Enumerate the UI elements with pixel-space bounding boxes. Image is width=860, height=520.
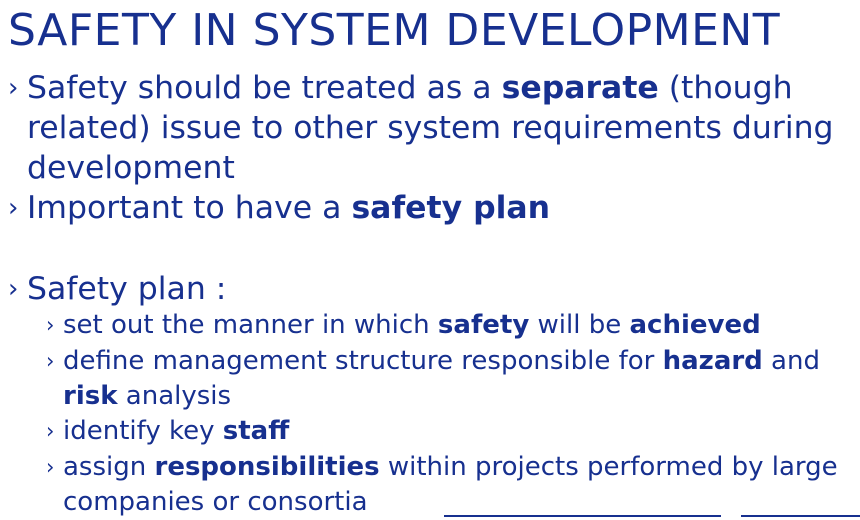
bold-run: safety <box>437 310 530 340</box>
slide-title: SAFETY IN SYSTEM DEVELOPMENT <box>8 5 781 56</box>
bullet-separate-issue: › Safety should be treated as a separate… <box>8 68 848 188</box>
bold-run: hazard <box>662 346 763 376</box>
bullet-arrow-icon: › <box>46 455 55 479</box>
text-run: define management structure responsible … <box>63 346 663 376</box>
footer-divider-line <box>444 515 721 517</box>
bullet-arrow-icon: › <box>46 419 55 443</box>
bullet-safety-plan-heading: › Safety plan : <box>8 269 848 309</box>
footer-divider-line <box>741 515 860 517</box>
text-run: analysis <box>117 381 232 411</box>
text-run: will be <box>529 310 630 340</box>
text-run: assign <box>63 452 155 482</box>
subbullet-text: identify key staff <box>63 414 858 449</box>
bullet-arrow-icon: › <box>8 193 19 223</box>
text-run: within projects performed by large compa… <box>63 452 838 517</box>
subbullet-key-staff: › identify key staff <box>46 414 858 449</box>
subbullet-text: set out the manner in which safety will … <box>63 308 858 343</box>
subbullet-achieve-safety: › set out the manner in which safety wil… <box>46 308 858 343</box>
subbullet-text: assign responsibilities within projects … <box>63 450 858 520</box>
text-run: (though related) issue to other system r… <box>27 70 834 186</box>
bold-run: risk <box>63 381 118 411</box>
text-run: identify key <box>63 416 223 446</box>
bullet-arrow-icon: › <box>8 73 19 103</box>
bullet-arrow-icon: › <box>46 313 55 337</box>
bold-run: responsibilities <box>154 452 380 482</box>
bold-run: safety plan <box>351 190 551 226</box>
bullet-text: Safety should be treated as a separate (… <box>27 68 848 188</box>
text-run: Important to have a <box>27 190 352 226</box>
bold-run: achieved <box>629 310 761 340</box>
bullet-safety-plan-importance: › Important to have a safety plan <box>8 188 848 228</box>
bullet-arrow-icon: › <box>46 349 55 373</box>
bold-run: separate <box>501 70 659 106</box>
bullet-arrow-icon: › <box>8 274 19 304</box>
bullet-text: Important to have a safety plan <box>27 188 848 228</box>
text-run: and <box>762 346 820 376</box>
text-run: Safety should be treated as a <box>27 70 502 106</box>
bullet-text: Safety plan : <box>27 271 227 307</box>
text-run: set out the manner in which <box>63 310 438 340</box>
subbullet-text: define management structure responsible … <box>63 344 858 414</box>
subbullet-assign-responsibilities: › assign responsibilities within project… <box>46 450 858 520</box>
subbullet-management-structure: › define management structure responsibl… <box>46 344 858 414</box>
bold-run: staff <box>222 416 290 446</box>
